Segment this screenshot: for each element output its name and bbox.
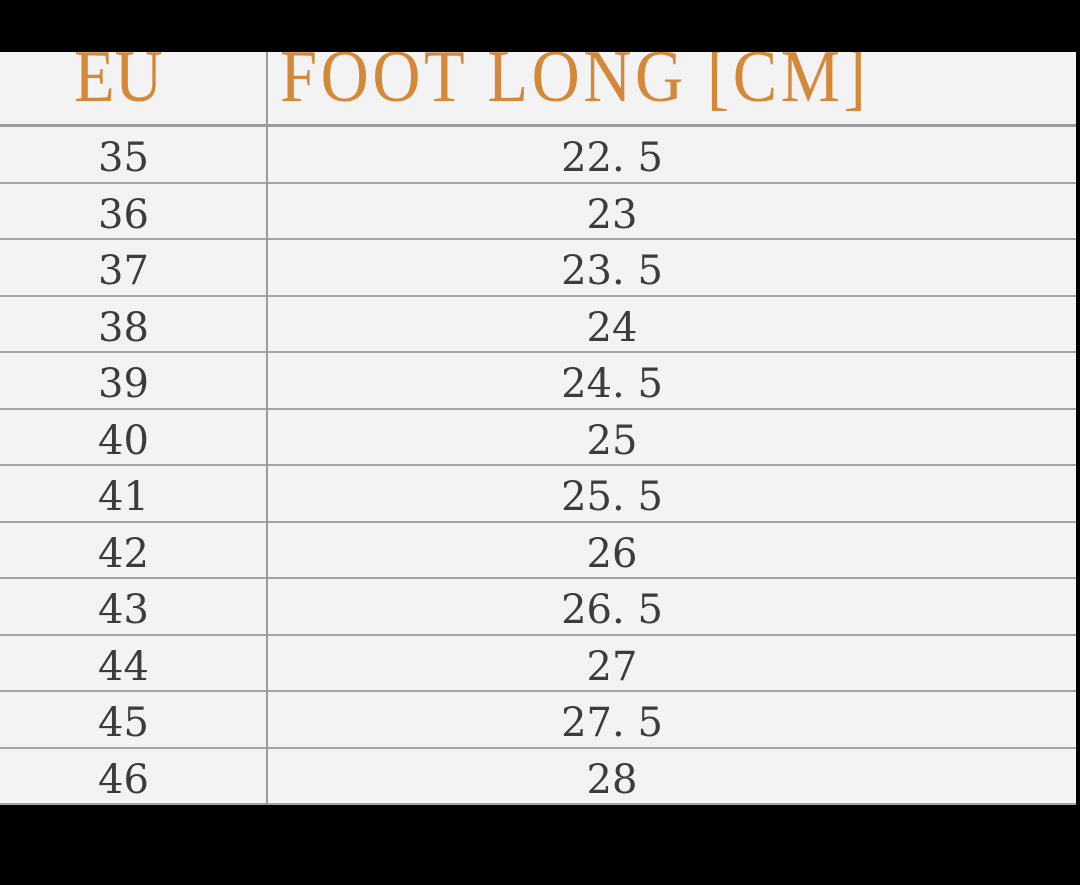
foot-length: 26 <box>586 530 638 577</box>
eu-size: 35 <box>98 135 149 181</box>
table-header: EU FOOT LONG [CM] <box>0 52 1076 127</box>
foot-length: 28 <box>586 756 638 803</box>
foot-length: 22. 5 <box>561 135 663 181</box>
table-row: 44 27 <box>0 636 1076 692</box>
eu-size: 41 <box>98 474 149 520</box>
table-row: 42 26 <box>0 523 1076 579</box>
foot-length: 24 <box>586 304 638 351</box>
eu-size: 36 <box>98 191 149 238</box>
eu-size: 37 <box>98 248 149 294</box>
foot-length: 23. 5 <box>561 248 663 294</box>
eu-size: 39 <box>98 361 149 407</box>
eu-size: 42 <box>98 530 149 577</box>
table-row: 36 23 <box>0 184 1076 240</box>
size-chart-table: EU FOOT LONG [CM] 35 22. 5 36 23 37 23. 5 38 24… <box>0 52 1076 805</box>
foot-length: 25. 5 <box>561 474 663 520</box>
table-row: 45 27. 5 <box>0 692 1076 749</box>
foot-length: 25 <box>586 417 638 464</box>
table-row: 41 25. 5 <box>0 466 1076 523</box>
eu-size: 38 <box>98 304 149 351</box>
table-row: 38 24 <box>0 297 1076 353</box>
column-divider <box>266 52 268 805</box>
table-row: 43 26. 5 <box>0 579 1076 636</box>
header-eu: EU <box>74 52 163 118</box>
eu-size: 44 <box>98 643 149 690</box>
foot-length: 27. 5 <box>561 700 663 746</box>
table-row: 37 23. 5 <box>0 240 1076 297</box>
table-row: 39 24. 5 <box>0 353 1076 410</box>
foot-length: 27 <box>586 643 638 690</box>
table-row: 46 28 <box>0 749 1076 805</box>
header-foot-long: FOOT LONG [CM] <box>280 52 870 118</box>
eu-size: 43 <box>98 587 149 633</box>
foot-length: 26. 5 <box>561 587 663 633</box>
table-row: 35 22. 5 <box>0 127 1076 184</box>
foot-length: 24. 5 <box>561 361 663 407</box>
eu-size: 45 <box>98 700 149 746</box>
eu-size: 40 <box>98 417 149 464</box>
table-row: 40 25 <box>0 410 1076 466</box>
foot-length: 23 <box>586 191 638 238</box>
eu-size: 46 <box>98 756 149 803</box>
